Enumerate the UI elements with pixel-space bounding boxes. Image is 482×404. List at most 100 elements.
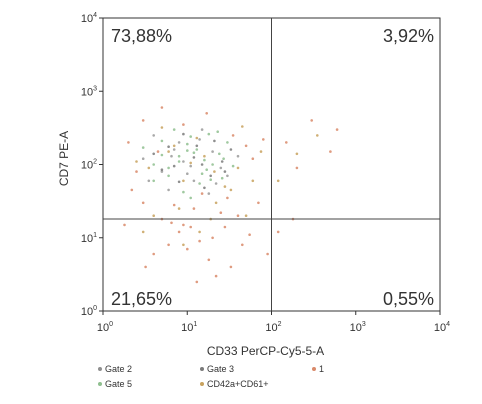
data-point <box>167 174 170 178</box>
quadrant-label-bottom-left: 21,65% <box>111 289 172 309</box>
data-point <box>189 161 192 165</box>
data-point <box>189 225 192 229</box>
data-point <box>211 150 214 153</box>
data-point <box>214 201 218 205</box>
data-point <box>203 186 206 190</box>
y-tick-label: 103 <box>81 85 97 98</box>
data-point <box>257 201 260 205</box>
x-tick-label: 100 <box>97 321 113 334</box>
y-tick-label: 101 <box>81 232 97 245</box>
data-point <box>223 170 227 173</box>
data-point <box>192 207 196 210</box>
data-point <box>207 258 211 262</box>
data-point <box>123 223 126 227</box>
data-point <box>130 188 134 192</box>
legend-item-gate-3[interactable]: Gate 3 <box>200 364 234 374</box>
legend-marker <box>200 367 204 371</box>
data-point <box>141 119 145 122</box>
legend-item-cd42a-cd61[interactable]: CD42a+CD61+ <box>200 379 269 389</box>
data-point <box>203 158 206 162</box>
data-point <box>223 225 227 229</box>
data-point <box>167 145 170 148</box>
data-point <box>141 146 145 149</box>
data-point <box>177 154 181 158</box>
data-point <box>141 157 145 160</box>
data-point <box>218 152 221 156</box>
legend-label: CD42a+CD61+ <box>207 379 269 389</box>
data-point <box>182 223 185 227</box>
data-point <box>205 168 208 171</box>
data-point <box>229 148 233 151</box>
data-point <box>220 160 224 163</box>
data-point <box>198 230 201 234</box>
data-point <box>186 142 189 146</box>
data-point <box>295 152 299 156</box>
quadrant-label-bottom-right: 0,55% <box>383 289 434 309</box>
data-point <box>276 230 280 234</box>
x-axis-ticks: 100 101 102 103 104 <box>97 311 450 334</box>
data-point <box>200 128 204 131</box>
data-point <box>160 153 164 157</box>
legend-item-gate-5[interactable]: Gate 5 <box>98 379 132 389</box>
data-point <box>152 152 155 156</box>
data-point <box>160 168 164 171</box>
data-point <box>195 280 199 284</box>
legend-item-1[interactable]: 1 <box>312 364 324 374</box>
data-point <box>222 157 225 160</box>
data-point <box>160 106 164 109</box>
data-point <box>177 141 181 144</box>
data-point <box>160 139 164 143</box>
data-point <box>214 182 218 185</box>
y-axis-ticks: 100 101 102 103 104 <box>81 12 103 318</box>
data-point <box>231 164 235 168</box>
data-point <box>172 128 176 131</box>
data-point <box>266 252 269 256</box>
data-point <box>152 252 155 256</box>
data-point <box>214 274 218 278</box>
data-point <box>244 144 248 148</box>
data-point <box>229 188 233 192</box>
data-point <box>236 214 240 217</box>
data-point <box>147 166 151 170</box>
data-point <box>195 136 199 140</box>
legend-marker <box>98 382 102 386</box>
data-point <box>236 166 240 170</box>
data-point <box>198 182 201 185</box>
data-point <box>207 132 211 136</box>
data-point <box>211 236 214 240</box>
data-point <box>189 164 192 168</box>
data-point <box>182 243 185 247</box>
data-point <box>167 166 170 170</box>
data-point <box>172 203 176 207</box>
data-point <box>135 160 138 163</box>
data-point <box>182 179 185 183</box>
data-point <box>241 125 244 128</box>
data-point <box>223 185 227 188</box>
data-point <box>310 119 314 122</box>
legend-item-gate-2[interactable]: Gate 2 <box>98 364 132 374</box>
data-point <box>135 170 138 173</box>
data-point <box>160 170 164 173</box>
data-point <box>195 144 199 148</box>
data-point <box>329 150 332 153</box>
data-point <box>141 201 145 205</box>
x-axis-label: CD33 PerCP-Cy5-5-A <box>207 344 324 358</box>
data-point <box>192 151 196 154</box>
data-point <box>219 166 223 170</box>
data-point <box>226 174 229 178</box>
data-point <box>177 160 181 163</box>
data-point <box>251 157 255 160</box>
data-point <box>182 190 185 194</box>
legend-label: Gate 2 <box>105 364 133 374</box>
data-point <box>177 230 181 234</box>
data-point <box>200 163 204 166</box>
data-point <box>152 134 155 137</box>
data-point <box>167 150 170 153</box>
y-tick-label: 100 <box>81 305 97 318</box>
x-tick-label: 103 <box>350 321 366 334</box>
data-point <box>182 160 185 163</box>
data-point <box>231 134 235 137</box>
data-point <box>167 188 170 192</box>
data-point <box>295 166 299 170</box>
